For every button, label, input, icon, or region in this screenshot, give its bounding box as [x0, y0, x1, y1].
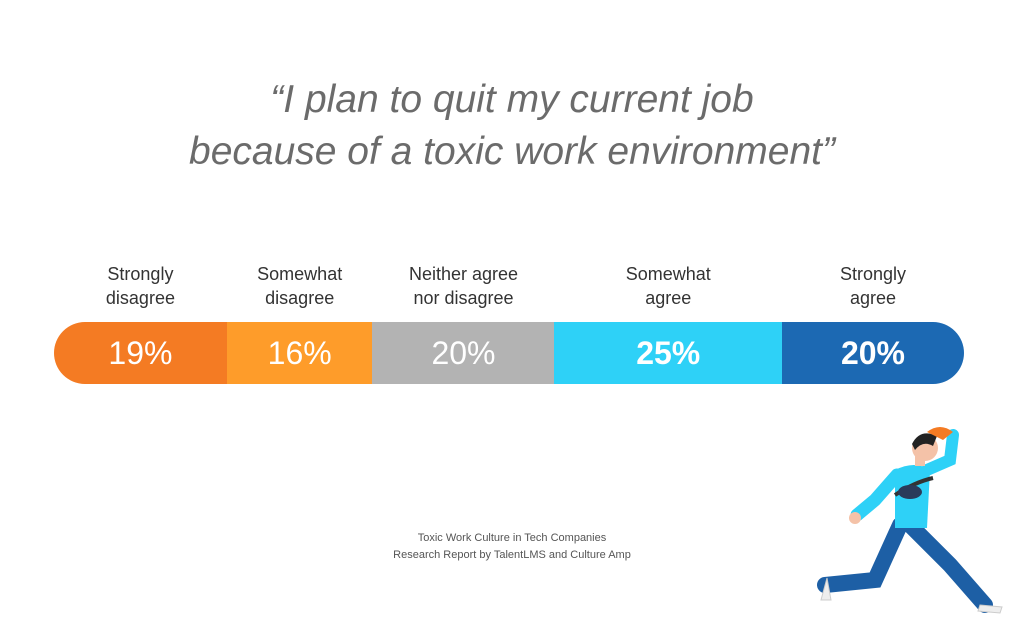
category-label: Neither agree nor disagree — [409, 262, 518, 310]
source-line: Research Report by TalentLMS and Culture… — [393, 549, 631, 561]
title-line: because of a toxic work environment” — [189, 130, 835, 173]
category-label-line: Strongly — [107, 264, 174, 284]
category-label-line: Strongly — [839, 264, 907, 284]
value-label: 20% — [840, 334, 905, 371]
category-label-line: agree — [645, 288, 692, 308]
bar-segment: 19% — [54, 322, 227, 384]
category-label: Strongly disagree — [106, 262, 175, 310]
chart-title: “I plan to quit my current job because o… — [0, 74, 1024, 178]
running-man-illustration — [817, 427, 1003, 614]
value-label: 20% — [431, 334, 496, 371]
bar-segment: 25% — [554, 322, 782, 384]
category-label-line: disagree — [105, 288, 175, 308]
category-label-line: disagree — [265, 288, 335, 308]
category-label-line: nor disagree — [413, 288, 514, 308]
bar-segment: 20% — [781, 322, 964, 384]
category-label-line: Somewhat — [625, 264, 711, 284]
bar-segment: 16% — [226, 322, 373, 384]
category-labels: Strongly disagree Somewhat disagree Neither … — [54, 262, 964, 312]
category-label: Somewhat disagree — [257, 262, 342, 310]
value-label: 16% — [267, 334, 332, 371]
category-label: Strongly agree — [840, 262, 906, 310]
source-note: Toxic Work Culture in Tech Companies Res… — [0, 530, 1024, 564]
category-label-line: Neither agree — [408, 264, 519, 284]
value-label: 25% — [636, 334, 701, 371]
bar-segment: 20% — [372, 322, 555, 384]
category-label-line: agree — [849, 288, 897, 308]
value-label: 19% — [108, 334, 173, 371]
category-label: Somewhat agree — [626, 262, 711, 310]
category-label-line: Somewhat — [257, 264, 343, 284]
title-line: “I plan to quit my current job — [270, 78, 754, 121]
stacked-bar: 19% 16% 20% 25% 20% — [54, 322, 964, 384]
source-line: Toxic Work Culture in Tech Companies — [417, 532, 607, 544]
